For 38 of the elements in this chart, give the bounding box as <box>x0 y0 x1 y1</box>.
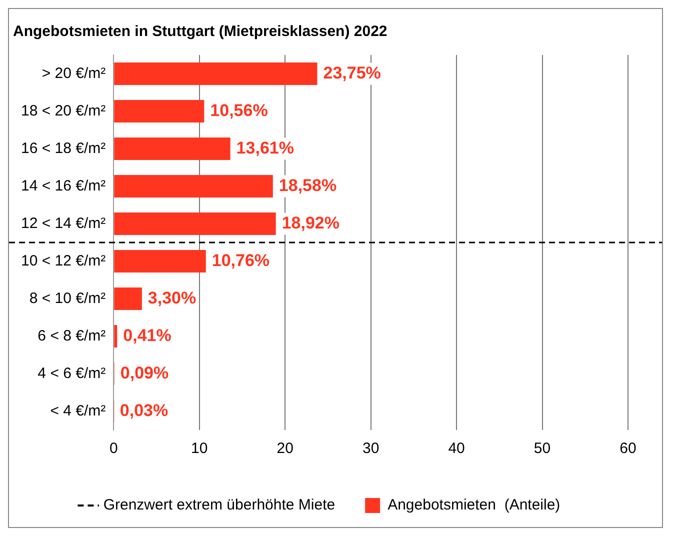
chart-title: Angebotsmieten in Stuttgart (Mietpreisklassen) 2022 <box>13 23 388 40</box>
data-label: 10,76% <box>212 250 270 270</box>
bar <box>114 325 118 348</box>
y-tick-label: < 4 €/m² <box>50 402 106 420</box>
bar <box>114 100 204 122</box>
bar <box>114 288 142 310</box>
data-label: 13,61% <box>236 138 294 158</box>
y-tick-label: 14 < 16 €/m² <box>20 177 106 194</box>
x-tick-label: 10 <box>191 440 208 458</box>
bar <box>114 250 206 272</box>
x-tick-label: 0 <box>109 440 118 458</box>
data-label: 0,03% <box>120 400 168 420</box>
y-tick-label: 4 < 6 €/m² <box>38 364 106 382</box>
y-tick-label: 8 < 10 €/m² <box>29 290 106 307</box>
x-tick-label: 40 <box>448 440 465 458</box>
data-label: 0,09% <box>120 363 169 382</box>
data-label: 23,75% <box>323 63 381 82</box>
data-label: 18,92% <box>282 213 340 232</box>
x-tick-label: 60 <box>620 440 636 458</box>
data-label: 10,56% <box>210 100 268 120</box>
data-label: 3,30% <box>148 288 196 308</box>
bar <box>114 175 273 198</box>
y-tick-label: 12 < 14 €/m² <box>20 214 106 232</box>
x-tick-label: 30 <box>362 440 380 458</box>
x-tick-label: 20 <box>276 440 294 458</box>
y-tick-label: > 20 €/m² <box>42 64 106 82</box>
bar <box>114 62 318 85</box>
legend-label: Angebotsmieten (Anteile) <box>388 496 560 514</box>
data-label: 0,41% <box>123 326 172 345</box>
x-tick-label: 50 <box>534 440 551 458</box>
y-tick-label: 16 < 18 €/m² <box>20 140 106 157</box>
y-tick-label: 18 < 20 €/m² <box>20 102 106 120</box>
bar <box>114 138 230 160</box>
y-tick-label: 6 < 8 €/m² <box>38 327 106 344</box>
legend-label: Grenzwert extrem überhöhte Miete <box>103 496 336 514</box>
data-label: 18,58% <box>278 176 337 195</box>
bar <box>114 212 276 235</box>
y-tick-label: 10 < 12 €/m² <box>20 252 106 270</box>
